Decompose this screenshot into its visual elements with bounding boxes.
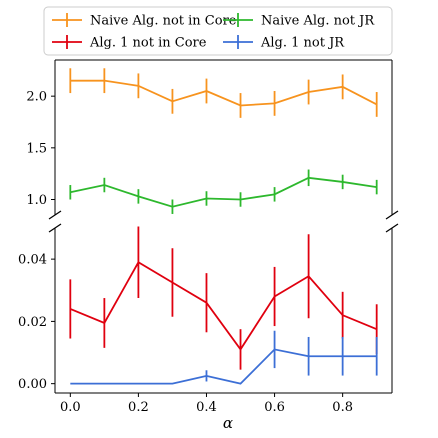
x-tick-label: 0.0 bbox=[60, 400, 81, 415]
x-tick-label: 0.4 bbox=[196, 400, 217, 415]
legend-label: Naive Alg. not JR bbox=[261, 14, 375, 29]
series-line bbox=[70, 79, 378, 107]
series-line bbox=[70, 348, 377, 385]
y-tick-label-upper: 1.0 bbox=[26, 193, 47, 208]
x-tick-label: 0.6 bbox=[264, 400, 285, 415]
y-tick-label-lower: 0.00 bbox=[18, 377, 47, 392]
x-tick-label: 0.2 bbox=[128, 400, 149, 415]
legend-label: Alg. 1 not JR bbox=[260, 36, 345, 51]
legend-box bbox=[43, 6, 393, 56]
x-axis: 0.0 0.2 0.4 0.6 0.8 bbox=[60, 393, 353, 415]
y-tick-label-upper: 2.0 bbox=[26, 90, 47, 105]
axis-break-mark bbox=[48, 210, 62, 220]
legend-entry: Naive Alg. not in Core bbox=[52, 13, 237, 29]
x-tick-label: 0.8 bbox=[332, 400, 353, 415]
y-tick-label-upper: 1.5 bbox=[26, 141, 47, 156]
legend-entry: Naive Alg. not JR bbox=[223, 13, 375, 29]
legend-label: Alg. 1 not in Core bbox=[89, 36, 207, 51]
x-axis-label: α bbox=[223, 414, 233, 432]
series-line bbox=[70, 176, 377, 208]
y-tick-label-lower: 0.04 bbox=[18, 253, 47, 268]
legend-entry: Alg. 1 not JR bbox=[223, 35, 345, 51]
axis-break-mark bbox=[385, 210, 399, 220]
legend-label: Naive Alg. not in Core bbox=[90, 14, 237, 29]
legend-entry: Alg. 1 not in Core bbox=[52, 35, 207, 51]
y-tick-label-lower: 0.02 bbox=[18, 315, 47, 330]
series-line bbox=[69, 261, 378, 352]
upper-panel: 1.0 1.5 2.0 bbox=[26, 59, 393, 215]
legend: Naive Alg. not in Core Alg. 1 not in Core… bbox=[43, 6, 393, 56]
axis-break-mark bbox=[385, 223, 399, 233]
lower-panel: 0.00 0.02 0.04 bbox=[18, 226, 393, 394]
axis-break-mark bbox=[48, 223, 62, 233]
